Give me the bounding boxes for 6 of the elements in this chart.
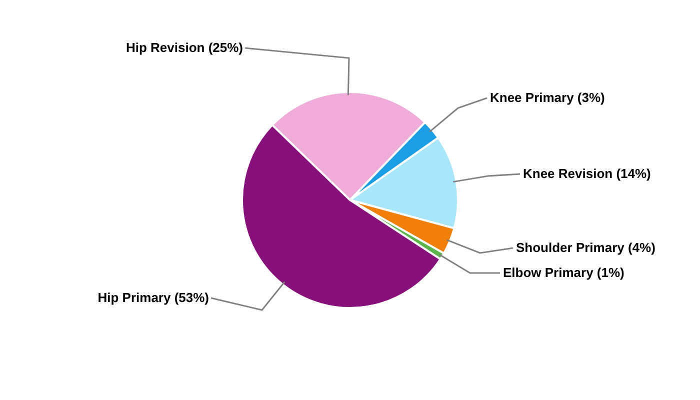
slice-label: Knee Primary (3%) [490, 90, 605, 105]
slice-label: Elbow Primary (1%) [503, 265, 624, 280]
slice-label: Knee Revision (14%) [523, 166, 651, 181]
slice-label: Hip Revision (25%) [126, 40, 243, 55]
slice-label: Shoulder Primary (4%) [516, 240, 656, 255]
slice-label: Hip Primary (53%) [98, 290, 209, 305]
